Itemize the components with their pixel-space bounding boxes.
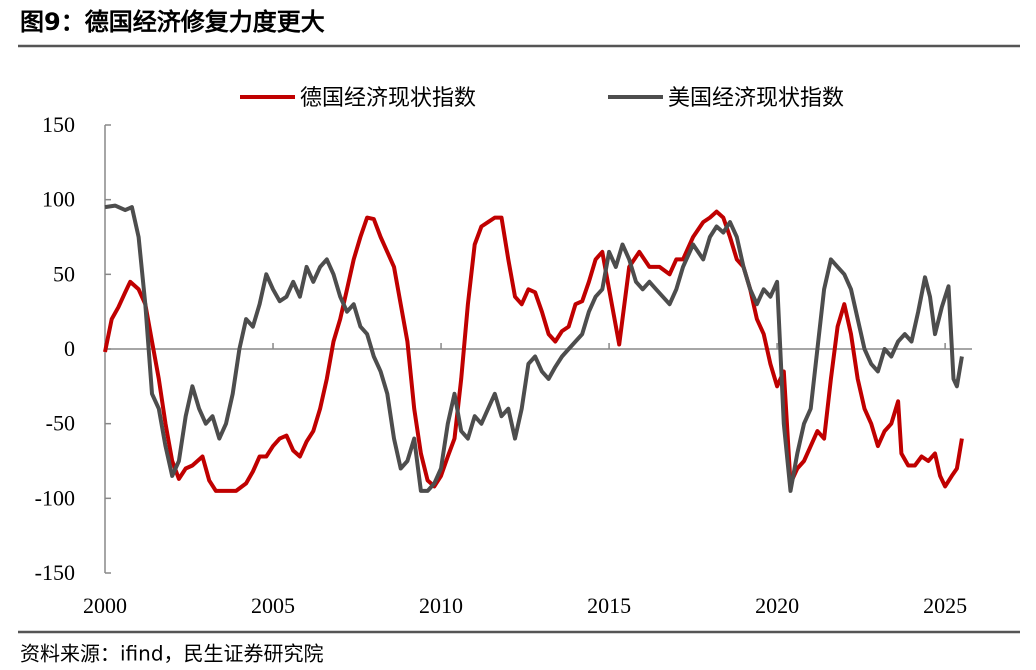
line-series bbox=[103, 209, 964, 493]
x-tick-label: 2005 bbox=[251, 593, 295, 618]
y-tick-label: -50 bbox=[46, 411, 75, 436]
line-series bbox=[104, 203, 964, 493]
legend-label: 美国经济现状指数 bbox=[668, 86, 844, 111]
x-tick-label: 2015 bbox=[587, 593, 631, 618]
x-tick-label: 2000 bbox=[83, 593, 127, 618]
y-tick-label: 0 bbox=[64, 336, 75, 361]
x-tick-label: 2010 bbox=[419, 593, 463, 618]
y-tick-label: 50 bbox=[53, 261, 75, 286]
y-tick-label: -100 bbox=[35, 485, 75, 510]
x-tick-label: 2025 bbox=[923, 593, 967, 618]
legend-label: 德国经济现状指数 bbox=[300, 86, 476, 111]
source: 资料来源：ifind，民生证券研究院 bbox=[20, 642, 324, 666]
y-tick-label: -150 bbox=[35, 560, 75, 585]
y-tick-label: 150 bbox=[42, 112, 75, 137]
chart-title: 图9：德国经济修复力度更大 bbox=[20, 8, 325, 36]
y-tick-label: 100 bbox=[42, 187, 75, 212]
x-tick-label: 2020 bbox=[755, 593, 799, 618]
